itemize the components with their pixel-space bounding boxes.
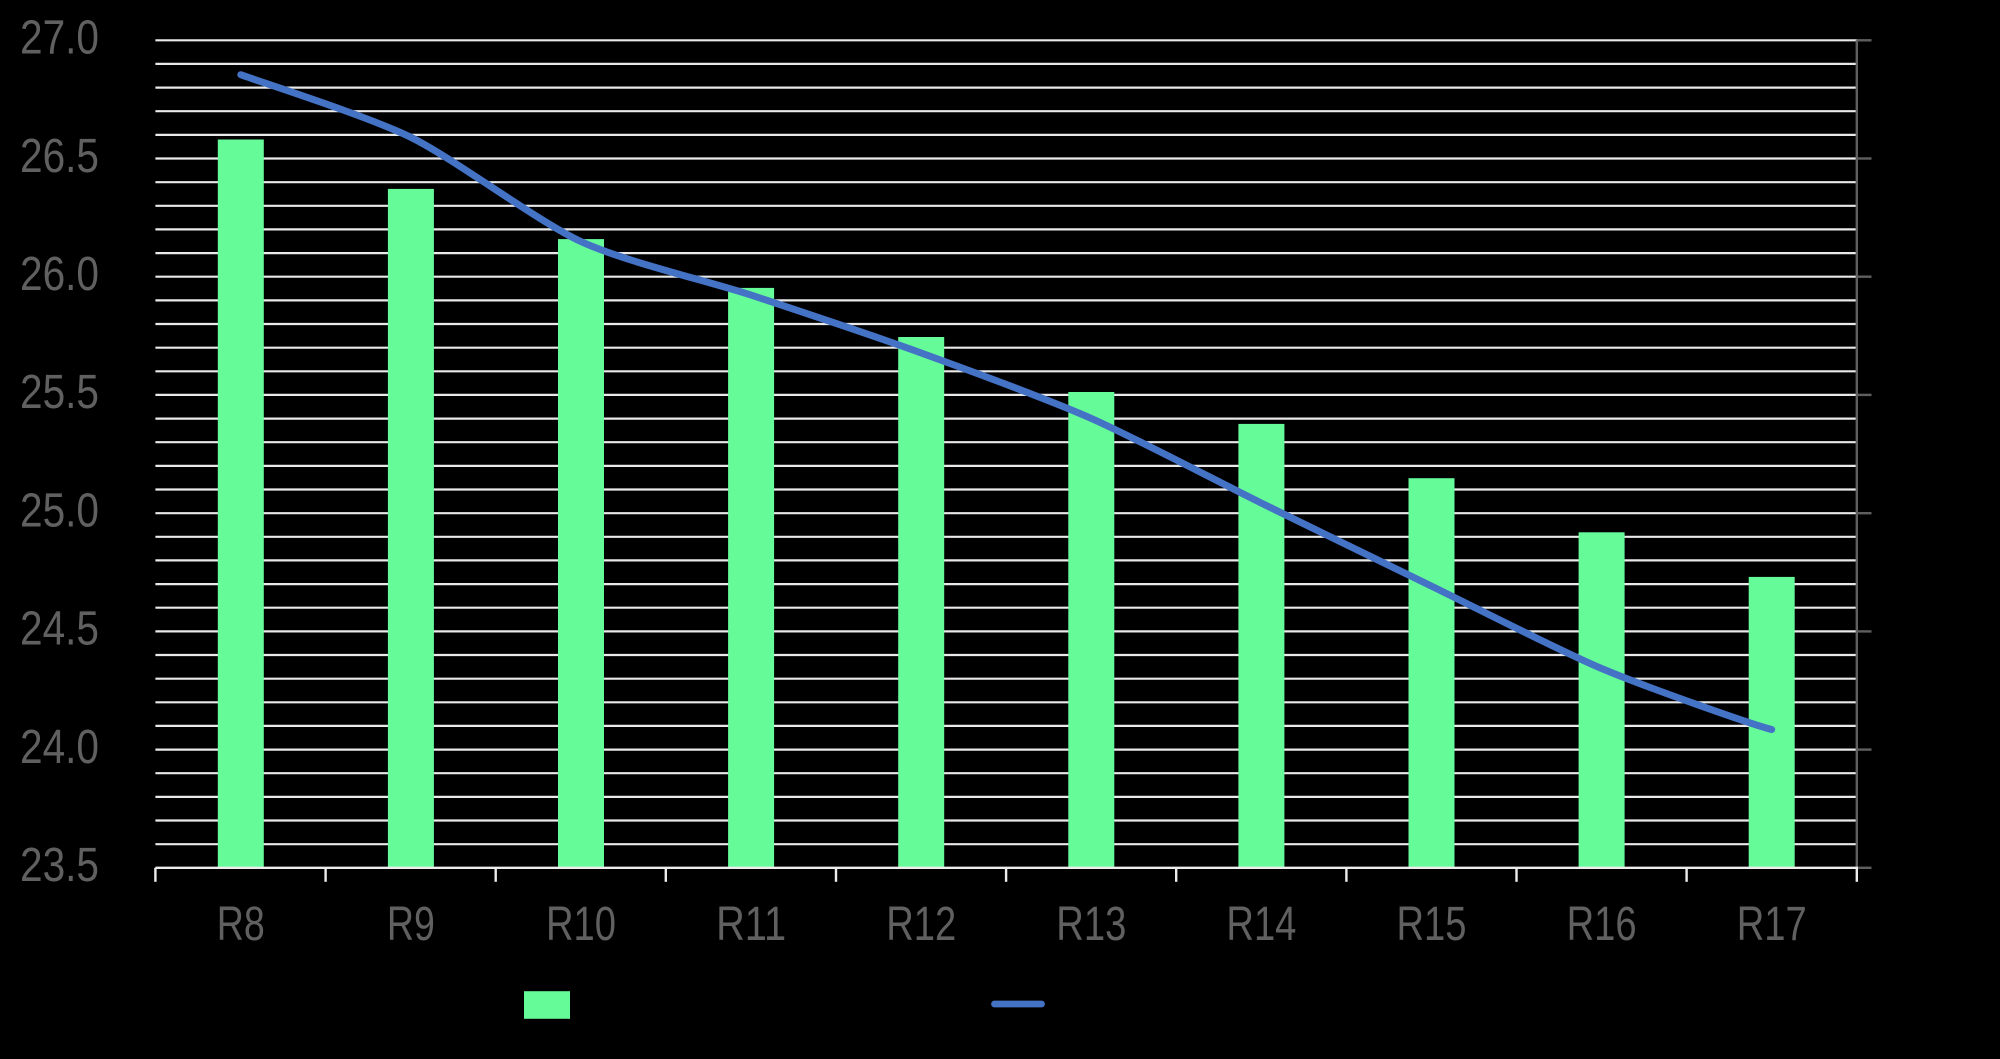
svg-text:R10: R10 <box>546 898 616 951</box>
svg-text:R11: R11 <box>716 898 786 951</box>
svg-text:27.0: 27.0 <box>20 12 99 65</box>
svg-text:23.5: 23.5 <box>20 839 99 892</box>
svg-text:R14: R14 <box>1226 898 1296 951</box>
svg-text:25.0: 25.0 <box>20 485 99 538</box>
svg-text:R16: R16 <box>1567 898 1637 951</box>
svg-text:R15: R15 <box>1397 898 1467 951</box>
svg-text:24.0: 24.0 <box>20 721 99 774</box>
svg-text:R8: R8 <box>217 898 265 951</box>
svg-text:26.5: 26.5 <box>20 130 99 183</box>
svg-text:R9: R9 <box>387 898 435 951</box>
svg-text:R17: R17 <box>1737 898 1807 951</box>
svg-text:26.0: 26.0 <box>20 248 99 301</box>
svg-text:24.5: 24.5 <box>20 603 99 656</box>
svg-text:R12: R12 <box>886 898 956 951</box>
svg-text:R13: R13 <box>1056 898 1126 951</box>
svg-text:25.5: 25.5 <box>20 366 99 419</box>
